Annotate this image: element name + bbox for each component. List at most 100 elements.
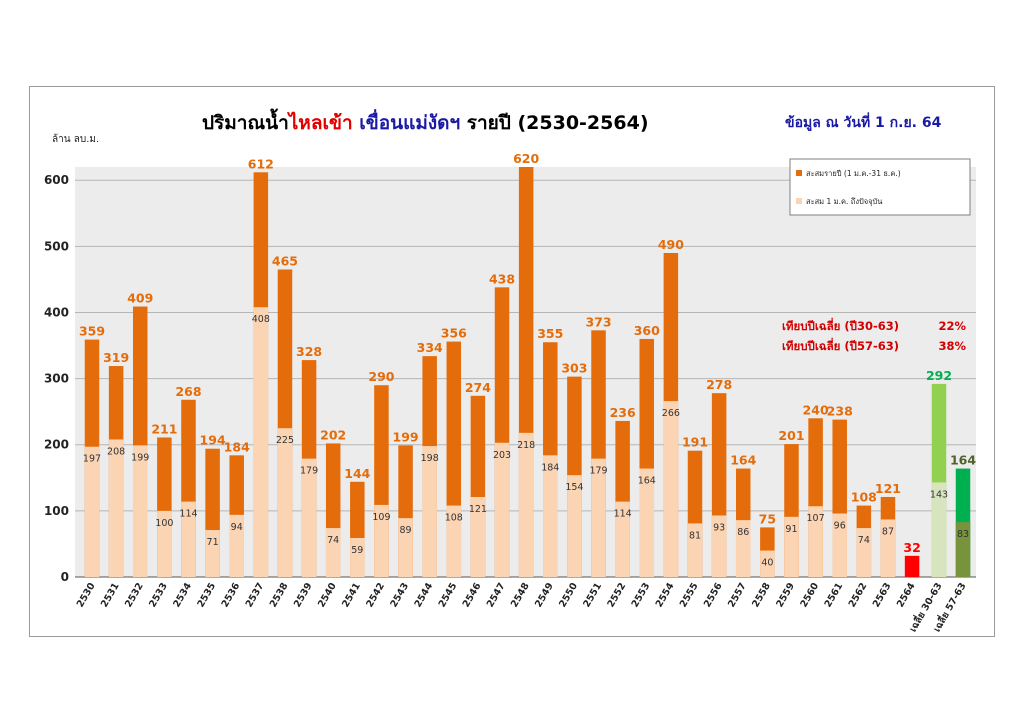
x-tick-label: 2530 [75, 581, 98, 610]
x-tick-label: 2550 [557, 581, 580, 610]
bar-to-date [832, 513, 847, 577]
x-tick-label: 2538 [268, 581, 291, 610]
bar-total-label: 359 [79, 324, 105, 339]
bar-total-label: 201 [778, 428, 804, 443]
bar-total-label: 355 [537, 326, 563, 341]
bar-to-date [277, 428, 293, 577]
x-tick-label: 2560 [798, 581, 821, 610]
chart-frame: 0 100 200 300 400 500 600 ปริมาณน้ำไหลเข้า เขื่… [29, 86, 995, 637]
legend-swatch-annual [796, 170, 802, 176]
bar-to-date-label: 109 [372, 512, 390, 523]
bar-to-date-label: 89 [400, 525, 412, 536]
chart-title-part [353, 112, 360, 134]
bar-to-date-label: 91 [785, 524, 797, 535]
bar-to-date [567, 475, 582, 577]
x-tick-label: 2553 [630, 581, 653, 609]
bar-to-date [494, 442, 510, 577]
bar-to-date [374, 504, 389, 577]
bar-to-date-label: 93 [713, 523, 725, 534]
bar-total-label: 236 [610, 405, 636, 420]
bar-total-label: 465 [272, 254, 298, 269]
x-tick-label: 2540 [316, 581, 339, 610]
x-tick-label: 2532 [123, 581, 146, 609]
bar-total-label: 303 [561, 361, 587, 376]
chart-svg: 0 100 200 300 400 500 600 ปริมาณน้ำไหลเข้า เขื่… [44, 108, 976, 634]
bar-total-label: 144 [344, 466, 370, 481]
chart-title: ปริมาณน้ำไหลเข้า เขื่อนแม่งัดฯ รายปี (25… [202, 108, 649, 134]
bar-to-date [229, 514, 244, 577]
bar-total-label: 32 [903, 540, 920, 555]
x-tick-label: 2534 [171, 581, 194, 610]
y-tick-label: 200 [44, 438, 69, 452]
bar-to-date [398, 518, 413, 577]
bar-to-date-label: 121 [469, 504, 487, 515]
chart-title-part: เขื่อนแม่งัดฯ [359, 109, 460, 134]
bar-total-label: 108 [851, 490, 877, 505]
bar-to-date [687, 523, 703, 577]
bar-to-date [422, 446, 437, 577]
x-tick-label: 2554 [654, 581, 677, 610]
bar-to-date-label: 197 [83, 454, 101, 465]
bar-to-date-label: 208 [107, 446, 125, 457]
bar-to-date [132, 445, 148, 577]
bar-to-date-label: 100 [155, 518, 173, 529]
bar-to-date [663, 401, 679, 577]
bar-total-label: 240 [803, 402, 829, 417]
bar-to-date [808, 506, 823, 577]
x-tick-label: 2562 [847, 581, 870, 609]
bar-to-date [205, 530, 220, 577]
x-tick-label: 2561 [823, 581, 846, 609]
x-tick-label: 2544 [413, 581, 436, 610]
bar-to-date-label: 59 [351, 545, 363, 556]
bar-total-label: 274 [465, 380, 491, 395]
bar-to-date-label: 114 [179, 509, 197, 520]
bar-total-label: 194 [200, 433, 226, 448]
chart-title-part: ไหลเข้า [287, 111, 353, 134]
bar-to-date-label: 114 [614, 509, 632, 520]
bar-to-date-label: 408 [252, 314, 270, 325]
bar-total-label: 356 [441, 326, 467, 341]
bar-to-date [350, 537, 365, 577]
x-tick-label: 2546 [461, 581, 484, 610]
x-tick-label: 2542 [364, 581, 387, 609]
bar-to-date [784, 516, 799, 577]
bar-to-date-label: 218 [517, 440, 535, 451]
bar-to-date [325, 528, 341, 577]
bar-to-date-label: 74 [858, 535, 870, 546]
y-tick-label: 400 [44, 305, 69, 319]
bar-to-date [253, 307, 269, 577]
x-tick-label: 2558 [750, 581, 773, 610]
bar-total-label: 292 [926, 368, 952, 383]
bar-to-date-label: 96 [834, 521, 846, 532]
x-tick-label: 2539 [292, 581, 315, 609]
bar-total-label: 164 [730, 453, 756, 468]
bar-to-date-label: 94 [231, 522, 243, 533]
bar-to-date [181, 501, 196, 577]
bar-total-label: 373 [585, 314, 611, 329]
bar-to-date-label: 179 [300, 466, 318, 477]
bar-to-date [880, 519, 896, 577]
bar-to-date [955, 522, 971, 577]
bar-to-date-label: 87 [882, 526, 894, 537]
x-tick-label: 2552 [605, 581, 628, 609]
bar-to-date-label: 81 [689, 530, 701, 541]
legend-label-annual: สะสมรายปี (1 ม.ค.-31 ธ.ค.) [806, 169, 901, 178]
bar-to-date-label: 225 [276, 435, 294, 446]
bar-to-date [108, 439, 124, 577]
x-tick-label: 2547 [485, 581, 508, 609]
bar-total-label: 438 [489, 271, 515, 286]
bar-to-date [518, 432, 534, 577]
bar-to-date-label: 108 [445, 513, 463, 524]
bar-total-label: 334 [417, 340, 443, 355]
bar-total-label: 319 [103, 350, 129, 365]
y-tick-label: 500 [44, 239, 69, 253]
bar-to-date-label: 83 [957, 529, 969, 540]
comparison-value: 38% [938, 339, 966, 353]
bar-total-label: 184 [224, 439, 250, 454]
bar-to-date [84, 446, 100, 577]
bar-total-label: 409 [127, 291, 153, 306]
bar-to-date [446, 505, 462, 577]
bar-annual-total [904, 555, 920, 577]
bar-total-label: 211 [151, 421, 177, 436]
bar-to-date [470, 496, 486, 577]
